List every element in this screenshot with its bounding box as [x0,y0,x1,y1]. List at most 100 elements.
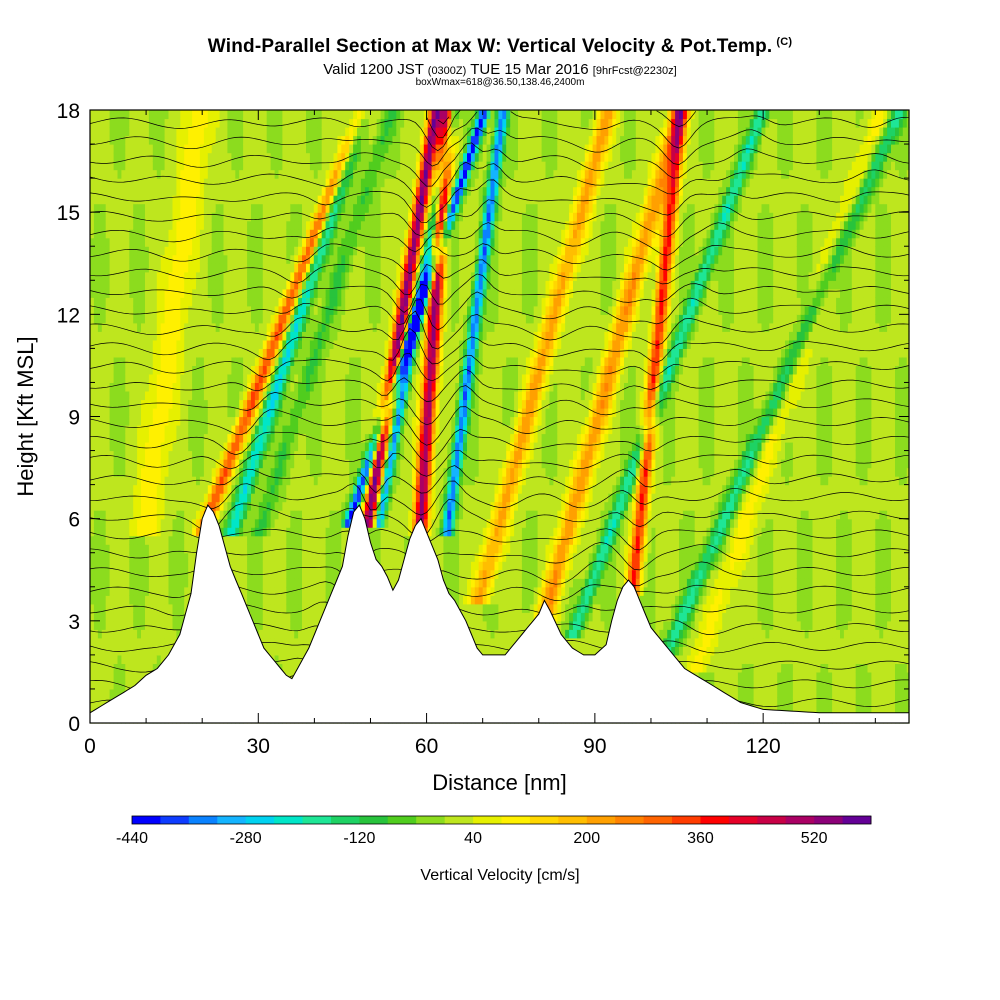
w-cell [247,314,252,324]
w-cell [188,229,193,239]
w-cell [152,654,158,664]
w-cell [294,135,299,145]
w-cell [282,305,287,315]
w-cell [227,229,232,239]
w-cell [109,629,115,639]
w-cell [188,331,193,341]
w-cell [290,271,295,281]
w-cell [313,356,319,366]
w-cell [164,433,170,443]
w-cell [306,637,311,647]
w-cell [219,408,225,418]
w-cell [156,493,162,503]
w-cell [349,510,354,520]
w-cell [353,331,358,341]
w-cell [231,280,236,290]
w-cell [156,237,162,247]
w-cell [243,254,248,264]
w-cell [258,203,264,213]
w-cell [192,348,197,358]
w-cell [239,314,244,324]
w-cell [211,501,217,511]
w-cell [211,271,217,281]
w-cell [192,212,197,222]
w-cell [184,373,189,383]
w-cell [302,186,307,196]
w-cell [121,680,126,690]
w-cell [294,152,299,162]
w-cell [313,348,319,358]
w-cell [317,467,323,477]
w-cell [262,382,268,392]
w-cell [337,229,342,239]
w-cell [129,391,134,401]
w-cell [262,586,268,596]
w-cell [101,688,107,698]
w-cell [109,620,115,630]
w-cell [258,237,264,247]
w-cell [345,518,350,528]
w-cell [156,544,162,554]
w-cell [133,348,138,358]
w-cell [298,561,303,571]
w-cell [262,510,268,520]
w-cell [137,416,142,426]
w-cell [125,186,130,196]
w-cell [243,135,248,145]
w-cell [125,314,130,324]
w-cell [302,629,307,639]
w-cell [203,356,209,366]
w-cell [243,331,248,341]
w-cell [168,425,173,435]
w-cell [333,305,338,315]
w-cell [141,467,146,477]
w-cell [337,535,342,545]
w-cell [278,356,283,366]
w-cell [337,127,342,137]
w-cell [109,135,115,145]
w-cell [329,110,334,120]
w-cell [302,442,307,452]
w-cell [137,408,142,418]
w-cell [105,110,111,120]
w-cell [105,127,111,137]
w-cell [117,331,122,341]
w-cell [172,493,177,503]
w-cell [235,152,240,162]
w-cell [125,399,130,409]
w-cell [117,671,122,681]
w-cell [215,195,221,205]
w-cell [333,271,338,281]
w-cell [294,586,299,596]
w-cell [298,118,303,128]
w-cell [258,373,264,383]
w-cell [121,186,126,196]
w-cell [278,493,283,503]
w-cell [145,297,150,307]
w-cell [180,399,185,409]
w-cell [184,263,189,273]
w-cell [199,442,205,452]
w-cell [105,305,111,315]
w-cell [109,382,115,392]
w-cell [353,322,358,332]
w-cell [109,212,115,222]
w-cell [329,127,334,137]
w-cell [223,442,228,452]
w-cell [235,195,240,205]
w-cell [235,263,240,273]
w-cell [349,161,354,171]
w-cell [109,339,115,349]
w-cell [117,688,122,698]
w-cell [90,697,95,707]
w-cell [176,220,181,230]
w-cell [270,399,276,409]
w-cell [239,348,244,358]
w-cell [101,620,107,630]
w-cell [137,637,142,647]
w-cell [211,152,217,162]
w-cell [90,484,95,494]
w-cell [278,305,283,315]
w-cell [105,552,111,562]
w-cell [282,127,287,137]
